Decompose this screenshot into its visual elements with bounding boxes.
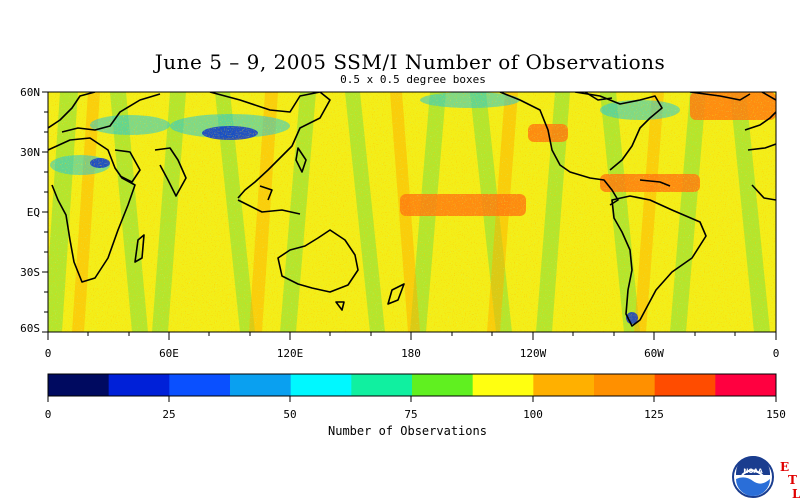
colorbar-swatch xyxy=(230,374,292,396)
colorbar-swatch xyxy=(412,374,474,396)
lat-label: 60N xyxy=(20,86,40,99)
colorbar-tick-label: 150 xyxy=(766,408,786,421)
lon-label: 0 xyxy=(45,347,52,360)
colorbar-swatch xyxy=(290,374,352,396)
logo-letter-t: T xyxy=(788,473,797,487)
lon-label: 120E xyxy=(277,347,304,360)
colorbar-tick-label: 25 xyxy=(162,408,175,421)
lat-label: 30N xyxy=(20,146,40,159)
logo-letter-e: E xyxy=(780,460,789,474)
lon-label: 60W xyxy=(644,347,664,360)
colorbar-swatch xyxy=(351,374,413,396)
colorbar-swatch xyxy=(533,374,595,396)
map-subtitle: 0.5 x 0.5 degree boxes xyxy=(340,73,486,86)
colorbar-swatch xyxy=(715,374,777,396)
lon-label: 120W xyxy=(520,347,547,360)
lon-label: 60E xyxy=(159,347,179,360)
colorbar-title: Number of Observations xyxy=(328,424,487,438)
lon-label: 0 xyxy=(773,347,780,360)
lat-label: EQ xyxy=(27,206,40,219)
noaa-etl-logo: NOAA E T L xyxy=(728,455,800,501)
map-title: June 5 – 9, 2005 SSM/I Number of Observa… xyxy=(154,50,666,74)
lat-label: 30S xyxy=(20,266,40,279)
colorbar-swatch xyxy=(472,374,534,396)
observation-field xyxy=(48,92,776,332)
colorbar-tick-label: 50 xyxy=(283,408,296,421)
logo-letter-l: L xyxy=(792,487,800,500)
colorbar-swatch xyxy=(48,374,110,396)
lon-label: 180 xyxy=(401,347,421,360)
colorbar-tick-label: 75 xyxy=(404,408,417,421)
colorbar-tick-label: 0 xyxy=(45,408,52,421)
colorbar-swatch xyxy=(594,374,656,396)
coastlines xyxy=(48,92,776,327)
colorbar-swatch xyxy=(654,374,716,396)
lat-label: 60S xyxy=(20,322,40,335)
colorbar-swatch xyxy=(108,374,170,396)
colorbar-tick-label: 100 xyxy=(523,408,543,421)
noaa-logo-text: NOAA xyxy=(743,468,763,475)
colorbar-swatch xyxy=(169,374,231,396)
colorbar-tick-label: 125 xyxy=(644,408,664,421)
colorbar xyxy=(48,374,777,396)
